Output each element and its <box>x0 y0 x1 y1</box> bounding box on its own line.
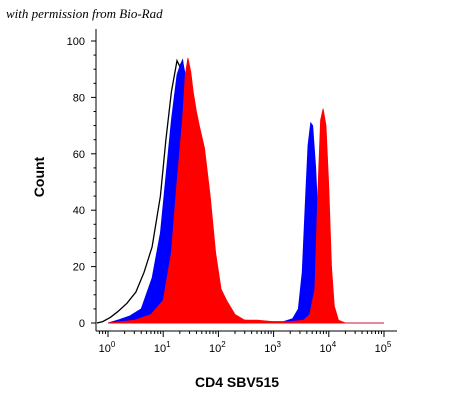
x-tick-label: 104 <box>319 340 336 355</box>
permission-note: with permission from Bio-Rad <box>6 6 163 21</box>
x-tick-label: 105 <box>375 340 392 355</box>
y-tick-label: 100 <box>67 36 85 48</box>
y-tick-label: 80 <box>73 92 85 104</box>
y-tick-label: 20 <box>73 262 85 274</box>
series-layer <box>96 57 384 324</box>
series-2-area <box>107 57 384 324</box>
y-tick-label: 60 <box>73 149 85 161</box>
x-tick-label: 100 <box>99 340 116 355</box>
x-tick-label: 103 <box>264 340 281 355</box>
x-tick-label: 102 <box>209 340 226 355</box>
series-1-area <box>107 59 384 324</box>
y-tick-label: 0 <box>79 318 85 330</box>
axes-layer: 0 20 40 60 80 100 100 101 102 103 104 105 <box>67 29 397 355</box>
y-axis-title: Count <box>31 156 47 197</box>
x-tick-label: 101 <box>154 340 171 355</box>
y-tick-label: 40 <box>73 205 85 217</box>
x-axis-title: CD4 SBV515 <box>195 374 279 390</box>
